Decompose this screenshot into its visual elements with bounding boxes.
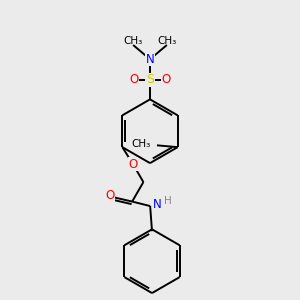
Text: S: S [146,74,154,86]
Text: N: N [146,53,154,66]
Text: H: H [164,196,172,206]
Text: N: N [153,198,162,211]
Text: CH₃: CH₃ [157,35,176,46]
Text: O: O [161,74,170,86]
Text: CH₃: CH₃ [124,35,143,46]
Text: O: O [128,158,137,171]
Text: O: O [105,189,114,202]
Text: O: O [130,74,139,86]
Text: CH₃: CH₃ [131,139,150,149]
